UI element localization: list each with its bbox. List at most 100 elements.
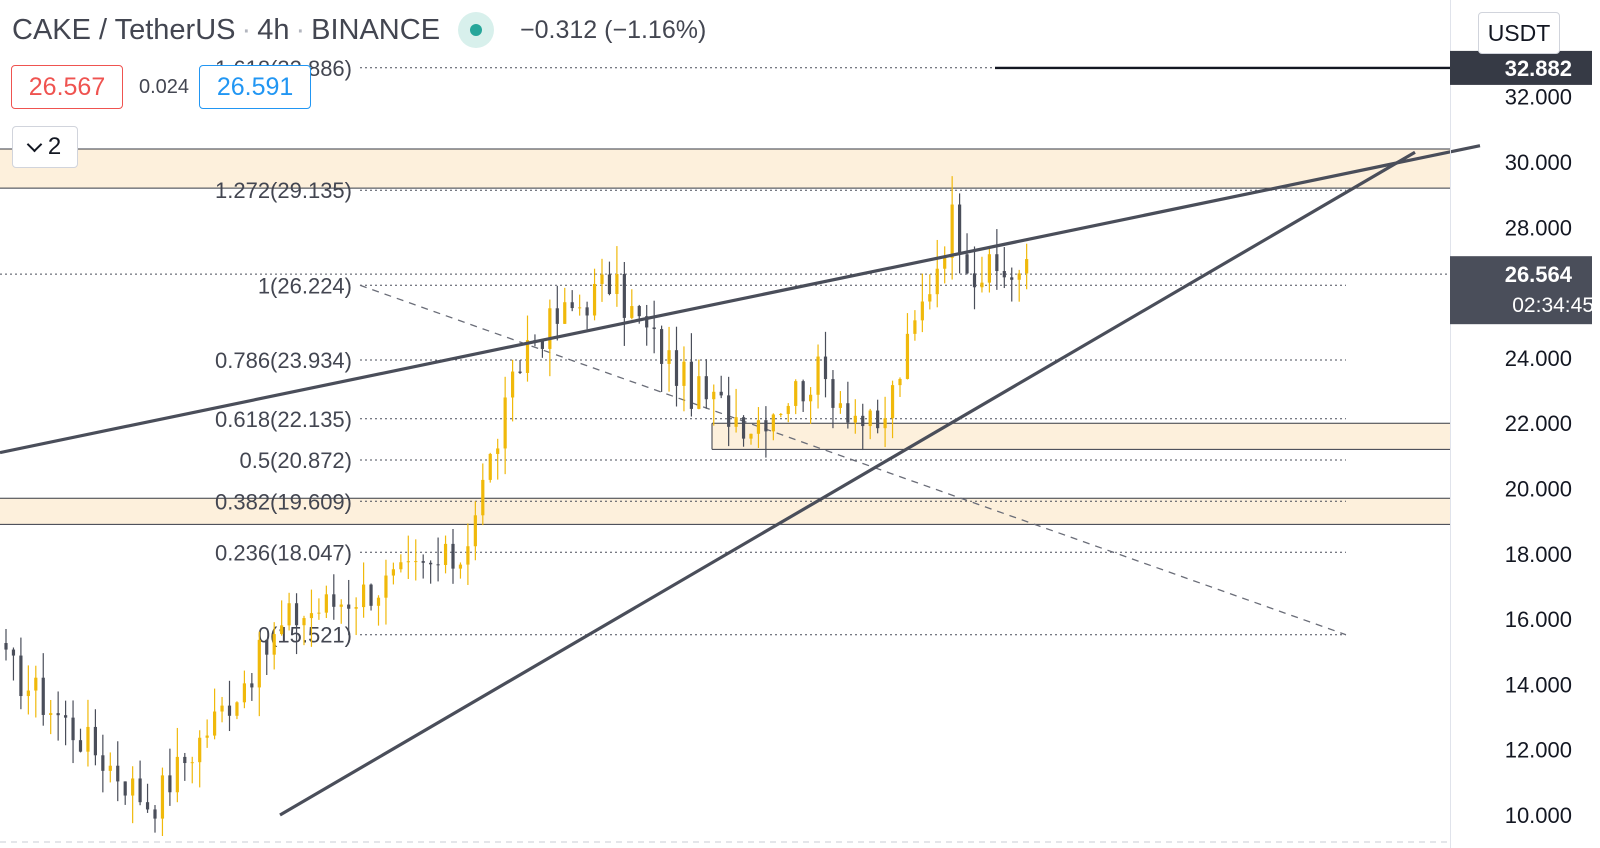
candle-body bbox=[227, 705, 232, 716]
candle-body bbox=[630, 306, 634, 318]
candle-body bbox=[950, 204, 954, 258]
candle-body bbox=[503, 397, 507, 449]
candle-body bbox=[511, 371, 515, 398]
candle-body bbox=[935, 268, 939, 295]
candle-body bbox=[369, 584, 373, 606]
candle-body bbox=[108, 765, 112, 771]
candle-body bbox=[578, 307, 582, 309]
candle-body bbox=[294, 603, 299, 626]
candle-body bbox=[250, 683, 254, 688]
candle-body bbox=[257, 639, 261, 688]
candle-body bbox=[160, 775, 165, 819]
candle-body bbox=[704, 376, 708, 400]
candle-body bbox=[823, 356, 828, 380]
candle-body bbox=[168, 775, 172, 793]
candle-body bbox=[682, 361, 686, 386]
candle-body bbox=[995, 254, 999, 272]
candle-body bbox=[19, 655, 23, 697]
candle-body bbox=[853, 415, 857, 423]
candle-body bbox=[958, 204, 962, 255]
price-axis[interactable]: 10.000 12.000 14.000 16.000 18.000 20.000 22.0… bbox=[1450, 0, 1594, 848]
candle-body bbox=[756, 420, 761, 434]
candle-body bbox=[391, 569, 395, 576]
axis-tick-label: 16.000 bbox=[1505, 607, 1572, 632]
sell-button[interactable]: 26.567 bbox=[11, 65, 123, 109]
candle-body bbox=[376, 597, 381, 606]
candle-body bbox=[972, 273, 977, 288]
candle-body bbox=[920, 301, 924, 321]
candle-body bbox=[987, 254, 991, 283]
price-change: −0.312 (−1.16%) bbox=[520, 15, 707, 44]
candle-body bbox=[660, 329, 664, 364]
candle-body bbox=[443, 543, 448, 565]
current-price-label: 26.564 bbox=[1505, 262, 1573, 287]
candle-body bbox=[235, 702, 239, 716]
separator-dot-icon: · bbox=[295, 13, 306, 46]
currency-button[interactable]: USDT bbox=[1478, 12, 1560, 54]
candle-body bbox=[101, 755, 105, 771]
candle-body bbox=[749, 433, 753, 439]
candle-body bbox=[980, 282, 984, 288]
zones-layer bbox=[0, 148, 1450, 525]
candle-body bbox=[943, 257, 947, 269]
candle-body bbox=[592, 283, 597, 316]
lower-trendline bbox=[279, 150, 1416, 817]
candle-body bbox=[518, 371, 522, 373]
candle-body bbox=[64, 715, 68, 718]
candle-body bbox=[339, 604, 343, 607]
candle-body bbox=[280, 625, 284, 635]
axis-tick-label: 24.000 bbox=[1505, 346, 1572, 371]
candle-body bbox=[667, 350, 671, 364]
candle-body bbox=[354, 607, 358, 609]
candle-body bbox=[138, 778, 142, 803]
zone-box bbox=[0, 148, 1450, 189]
candle-body bbox=[1017, 273, 1021, 280]
candle-body bbox=[712, 391, 716, 400]
candle-body bbox=[26, 690, 30, 697]
candle-body bbox=[913, 320, 917, 334]
candle-body bbox=[861, 415, 865, 427]
axis-tick-label: 14.000 bbox=[1505, 672, 1572, 697]
candle-body bbox=[190, 762, 194, 764]
candle-body bbox=[332, 594, 336, 607]
candle-body bbox=[481, 479, 485, 516]
separator-dot-icon: · bbox=[241, 13, 252, 46]
spread-value: 0.024 bbox=[139, 75, 190, 98]
candle-body bbox=[816, 356, 820, 395]
candle-body bbox=[876, 410, 880, 429]
candle-body bbox=[548, 308, 552, 349]
zone-box bbox=[712, 423, 1450, 450]
candle-body bbox=[868, 410, 872, 427]
market-open-status-icon[interactable] bbox=[458, 12, 495, 48]
axis-tick-label: 22.000 bbox=[1505, 411, 1572, 436]
candle-body bbox=[123, 781, 127, 796]
candle-body bbox=[585, 307, 589, 316]
indicators-toggle[interactable]: 2 bbox=[12, 126, 78, 168]
candle-body bbox=[4, 643, 8, 650]
candle-body bbox=[570, 302, 574, 309]
candle-body bbox=[86, 726, 90, 752]
candle-body bbox=[429, 562, 433, 565]
buy-button[interactable]: 26.591 bbox=[199, 65, 312, 109]
fib-level-label: 0.382(19.609) bbox=[215, 489, 352, 514]
candle-body bbox=[786, 405, 790, 414]
high-price-tag bbox=[1450, 50, 1592, 85]
axis-tick-label: 28.000 bbox=[1505, 215, 1572, 240]
symbol-name[interactable]: CAKE / TetherUS bbox=[12, 13, 236, 46]
interval[interactable]: 4h bbox=[257, 13, 290, 46]
candle-body bbox=[555, 308, 559, 324]
candle-body bbox=[764, 420, 768, 432]
candle-body bbox=[734, 417, 738, 427]
candle-body bbox=[674, 350, 679, 386]
candle-body bbox=[473, 515, 477, 547]
candle-body bbox=[622, 274, 626, 318]
candle-body bbox=[205, 735, 209, 738]
chevron-down-icon bbox=[26, 136, 43, 152]
candle-body bbox=[220, 705, 224, 712]
candle-body bbox=[11, 649, 16, 656]
candle-body bbox=[898, 378, 902, 386]
candle-body bbox=[317, 612, 321, 614]
trade-buttons: 26.567 0.024 26.591 bbox=[11, 65, 312, 109]
candle-body bbox=[846, 403, 850, 423]
